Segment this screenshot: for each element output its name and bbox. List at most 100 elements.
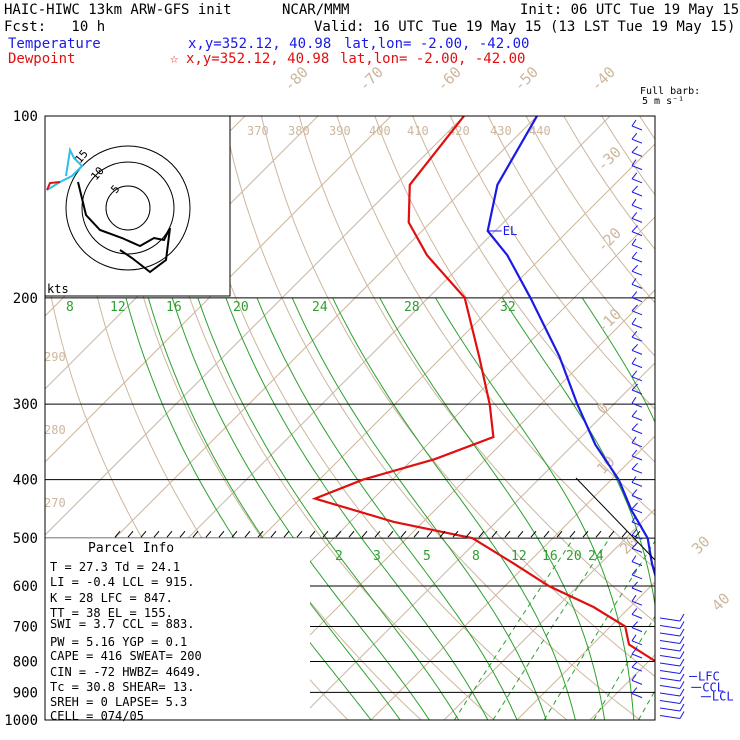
wind-barb <box>631 198 643 210</box>
isotherm-line <box>370 435 655 720</box>
wind-barb <box>659 621 685 629</box>
wind-barb-flag <box>679 643 685 652</box>
wind-barb <box>631 594 643 606</box>
isotherm-line <box>663 116 740 720</box>
wind-barb-flag <box>631 330 638 338</box>
hatch-tick <box>348 530 355 538</box>
wind-barb-flag <box>631 449 638 457</box>
mixing-ratio-label: 20 <box>566 549 582 564</box>
wind-barb <box>631 212 643 223</box>
wind-barb <box>631 687 643 699</box>
dry-adiabat-line <box>260 116 655 678</box>
wind-barb-shaft <box>659 685 681 689</box>
dry-adiabat-line <box>298 116 655 623</box>
mixing-ratio-label: 12 <box>511 549 527 564</box>
pressure-tick-label: 500 <box>13 531 38 547</box>
hatch-tick <box>608 530 615 538</box>
wind-barb-shaft <box>631 217 643 223</box>
model-title: HAIC-HIWC 13km ARW-GFS init <box>4 2 232 18</box>
wind-barb-flag <box>631 410 638 417</box>
hatch-tick <box>361 530 368 538</box>
wind-barb <box>631 383 643 395</box>
isotherm-label: -40 <box>587 63 619 95</box>
wind-barb <box>631 608 643 619</box>
sounding-profiles <box>311 116 655 663</box>
pressure-tick-label: 700 <box>13 619 38 635</box>
wind-barb <box>631 674 643 685</box>
hodograph-ring <box>65 145 191 271</box>
hatch-tick <box>504 530 511 538</box>
el-marker-label: EL <box>503 224 517 238</box>
hatch-tick <box>335 530 342 538</box>
hatch-tick <box>270 530 277 538</box>
wind-barb-flag <box>679 621 685 629</box>
wind-barb-shaft <box>631 204 643 210</box>
hatch-tick <box>452 530 459 538</box>
wind-barb-flag <box>679 613 685 622</box>
wind-barb-flag <box>679 651 685 659</box>
isotherm-line <box>443 508 655 720</box>
theta-label: 370 <box>247 124 269 138</box>
moist-adiabat-line <box>291 297 547 720</box>
wind-barb-shaft <box>631 521 643 527</box>
wind-barb-flag <box>679 636 685 644</box>
isotherm-line <box>589 654 655 720</box>
dewpoint-profile <box>311 116 655 663</box>
wind-barb-flag <box>631 462 638 470</box>
wind-barb <box>659 613 685 622</box>
dewpoint-latlon: lat,lon= -2.00, -42.00 <box>340 51 526 67</box>
wind-barb-shaft <box>631 402 643 408</box>
pressure-tick-label: 100 <box>13 109 38 125</box>
wind-barb-flag <box>631 225 638 232</box>
wind-barb <box>631 542 643 553</box>
pressure-tick-label: 200 <box>13 291 38 307</box>
wind-barb-flag <box>631 555 637 562</box>
wind-barb <box>631 225 643 237</box>
hatch-tick <box>426 530 433 538</box>
hatch-tick <box>569 530 576 538</box>
isotherm-line <box>224 289 655 720</box>
wind-barb <box>631 172 643 184</box>
mixing-ratio-label: 8 <box>66 300 74 315</box>
parcel-row: SREH = 0 LAPSE= 5.3 <box>50 695 187 709</box>
dry-adiabat-line <box>336 116 655 569</box>
wind-barb <box>631 330 643 342</box>
wind-barb-flag <box>631 198 637 206</box>
wind-barb-flag <box>679 703 685 712</box>
isotherm-line <box>736 116 740 720</box>
theta-label: 430 <box>490 124 512 138</box>
wind-barb-shaft <box>631 508 643 514</box>
hodograph-trace-start <box>46 181 61 191</box>
wind-barb-shaft <box>631 495 643 501</box>
isotherm-line <box>297 362 655 720</box>
wind-barb <box>631 489 643 501</box>
wind-barb <box>631 436 643 448</box>
wind-barb-flag <box>631 119 637 127</box>
wind-barb <box>631 396 643 408</box>
wind-barb-shaft <box>631 363 643 369</box>
wind-barb-shaft <box>631 389 643 395</box>
wind-barb-shaft <box>631 429 643 435</box>
wind-barb-shaft <box>659 692 681 697</box>
org-label: NCAR/MMM <box>282 2 350 18</box>
wind-barb <box>631 304 643 316</box>
wind-barb-shaft <box>659 715 681 719</box>
mixing-ratio-line <box>453 537 575 720</box>
moist-adiabat-line <box>379 297 606 720</box>
wind-barb-shaft <box>631 468 643 474</box>
wind-barb-shaft <box>659 640 681 644</box>
hatch-tick <box>218 530 225 538</box>
wind-barb <box>659 681 685 689</box>
mixing-ratio-label: 16 <box>166 300 182 315</box>
theta-label: 290 <box>44 350 66 364</box>
wind-barb-flag <box>631 634 637 642</box>
hatch-tick <box>231 530 238 538</box>
isotherm-label: -10 <box>593 305 625 337</box>
temperature-legend: Temperature <box>8 36 101 52</box>
wind-barb-shaft <box>659 632 681 637</box>
wind-barb <box>659 673 685 682</box>
init-time: Init: 06 UTC Tue 19 May 15 <box>520 2 740 18</box>
wind-barb <box>659 658 685 667</box>
hatch-tick <box>257 530 264 538</box>
dry-adiabat-line <box>374 116 655 516</box>
